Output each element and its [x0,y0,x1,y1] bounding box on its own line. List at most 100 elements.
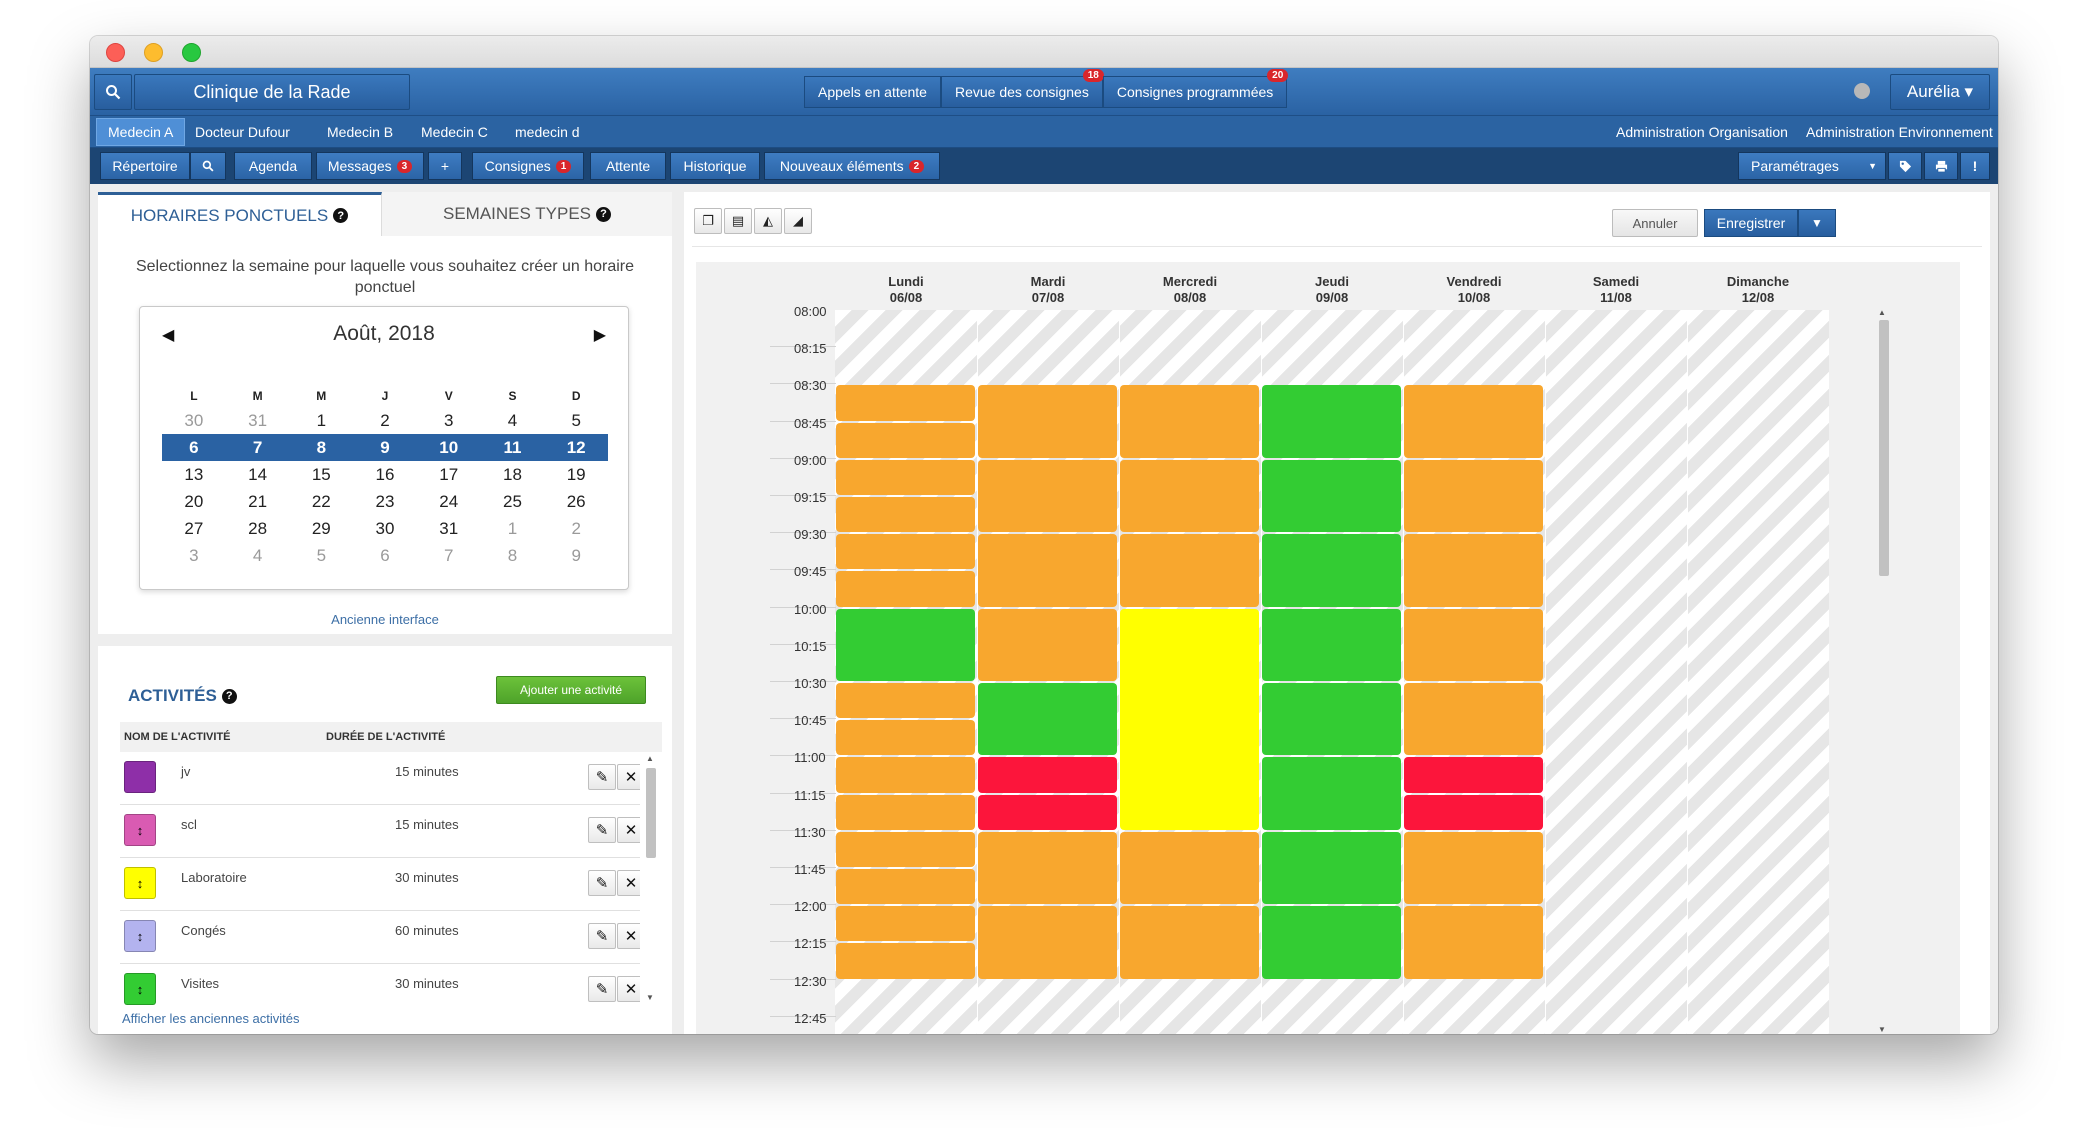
schedule-slot-green[interactable] [1262,906,1401,979]
admin-organisation-link[interactable]: Administration Organisation [1616,124,1788,140]
agenda-button[interactable]: Agenda [234,152,312,180]
calendar-day[interactable]: 5 [571,411,581,430]
scroll-thumb[interactable] [646,768,656,858]
day-column[interactable] [1687,310,1829,1034]
calendar-day[interactable]: 28 [248,519,268,538]
calendar-day[interactable]: 9 [380,438,390,457]
alert-button[interactable]: ! [1960,152,1990,180]
calendar-day[interactable]: 29 [311,519,331,538]
help-icon[interactable]: ? [333,208,349,223]
schedule-slot-red[interactable] [1404,757,1543,793]
schedule-slot-orange[interactable] [836,943,975,979]
schedule-slot-orange[interactable] [1404,831,1543,905]
schedule-slot-orange[interactable] [1404,459,1543,533]
help-icon[interactable]: ? [596,206,611,222]
calendar-day[interactable]: 6 [380,546,390,565]
schedule-slot-green[interactable] [1262,831,1401,905]
schedule-slot-orange[interactable] [1404,608,1543,681]
close-window-button[interactable] [106,43,125,62]
schedule-slot-orange[interactable] [1120,831,1259,905]
calendar-week[interactable]: 20 21 22 23 24 25 26 [162,488,608,515]
calendar-week[interactable]: 3 4 5 6 7 8 9 [162,542,608,569]
delete-activity-button[interactable]: ✕ [617,764,640,790]
consignes-button[interactable]: Consignes 1 [472,152,584,180]
old-interface-link[interactable]: Ancienne interface [331,612,439,627]
calendar-day[interactable]: 22 [311,492,331,511]
schedule-slot-orange[interactable] [978,831,1117,905]
messages-button[interactable]: Messages 3 [316,152,424,180]
schedule-slot-green[interactable] [836,608,975,681]
repertoire-search-button[interactable] [190,152,226,180]
calendar-day[interactable]: 17 [439,465,459,484]
attente-button[interactable]: Attente [590,152,666,180]
schedule-slot-orange[interactable] [836,534,975,570]
schedule-slot-orange[interactable] [836,831,975,867]
repertoire-button[interactable]: Répertoire [100,152,190,180]
calendar-day[interactable]: 15 [311,465,331,484]
activity-color-swatch[interactable]: ↕ [124,814,156,846]
appels-en-attente-button[interactable]: Appels en attente [804,76,941,108]
calendar-day[interactable]: 4 [252,546,263,565]
doctor-tab-medecin-d[interactable]: medecin d [515,124,580,140]
delete-activity-button[interactable]: ✕ [617,870,640,896]
calendar-day[interactable]: 7 [444,546,454,565]
schedule-slot-orange[interactable] [836,497,975,533]
calendar-day[interactable]: 3 [444,411,454,430]
schedule-slot-green[interactable] [1262,757,1401,830]
schedule-slot-green[interactable] [978,683,1117,756]
schedule-slot-orange[interactable] [1404,683,1543,756]
calendar-day[interactable]: 1 [507,519,518,538]
schedule-slot-orange[interactable] [978,608,1117,681]
tab-horaires-ponctuels[interactable]: HORAIRES PONCTUELS? [98,192,382,236]
save-button[interactable]: Enregistrer [1704,209,1798,237]
activity-color-swatch[interactable]: ↕ [124,867,156,899]
calendar-day[interactable]: 5 [316,546,327,565]
show-old-activities-link[interactable]: Afficher les anciennes activités [122,1011,300,1026]
schedule-slot-orange[interactable] [836,571,975,607]
schedule-slot-red[interactable] [978,757,1117,793]
calendar-day[interactable]: 21 [248,492,268,511]
scroll-down-icon[interactable]: ▼ [1878,1025,1886,1034]
copy-button[interactable]: ❐ [694,208,722,234]
delete-activity-button[interactable]: ✕ [617,976,640,1002]
scroll-thumb[interactable] [1879,320,1889,576]
schedule-slot-yellow[interactable] [1120,608,1259,830]
calendar-day[interactable]: 8 [507,546,518,565]
calendar-day[interactable]: 11 [503,438,522,457]
schedule-slot-orange[interactable] [978,534,1117,607]
schedule-slot-orange[interactable] [836,794,975,830]
schedule-slot-red[interactable] [1404,794,1543,830]
schedule-slot-orange[interactable] [978,459,1117,533]
doctor-tab-docteur-dufour[interactable]: Docteur Dufour [195,124,290,140]
scroll-down-icon[interactable]: ▼ [646,993,654,1002]
revue-consignes-button[interactable]: Revue des consignes 18 [940,69,1104,108]
calendar-day[interactable]: 24 [439,492,459,511]
calendar-day[interactable]: 31 [248,411,268,430]
calendar-day[interactable]: 9 [571,546,581,565]
schedule-slot-orange[interactable] [1404,906,1543,979]
calendar-day[interactable]: 2 [380,411,390,430]
schedule-slot-orange[interactable] [1404,385,1543,458]
calendar-day[interactable]: 3 [189,546,199,565]
calendar-week[interactable]: 6 7 8 9 10 11 12 [162,434,608,461]
doctor-tab-medecin-b[interactable]: Medecin B [327,124,394,140]
calendar-day[interactable]: 31 [439,519,459,538]
help-icon[interactable]: ? [221,688,237,704]
calendar-day[interactable]: 6 [189,438,199,457]
schedule-slot-green[interactable] [1262,459,1401,533]
schedule-slot-red[interactable] [978,794,1117,830]
schedule-slot-orange[interactable] [836,683,975,719]
schedule-slot-orange[interactable] [1120,459,1259,533]
fill-button[interactable]: ◭ [754,208,782,234]
print-button[interactable] [1924,152,1958,180]
cancel-button[interactable]: Annuler [1612,209,1698,237]
calendar-day[interactable]: 23 [375,492,395,511]
schedule-slot-orange[interactable] [836,757,975,793]
edit-activity-button[interactable]: ✎ [588,923,616,949]
prev-month-icon[interactable]: ◀ [162,327,175,344]
nouveaux-elements-button[interactable]: Nouveaux éléments 2 [764,152,940,180]
calendar-day[interactable]: 26 [566,492,586,511]
calendar-day[interactable]: 20 [184,492,204,511]
schedule-slot-orange[interactable] [1120,534,1259,607]
tag-button[interactable] [1888,152,1922,180]
